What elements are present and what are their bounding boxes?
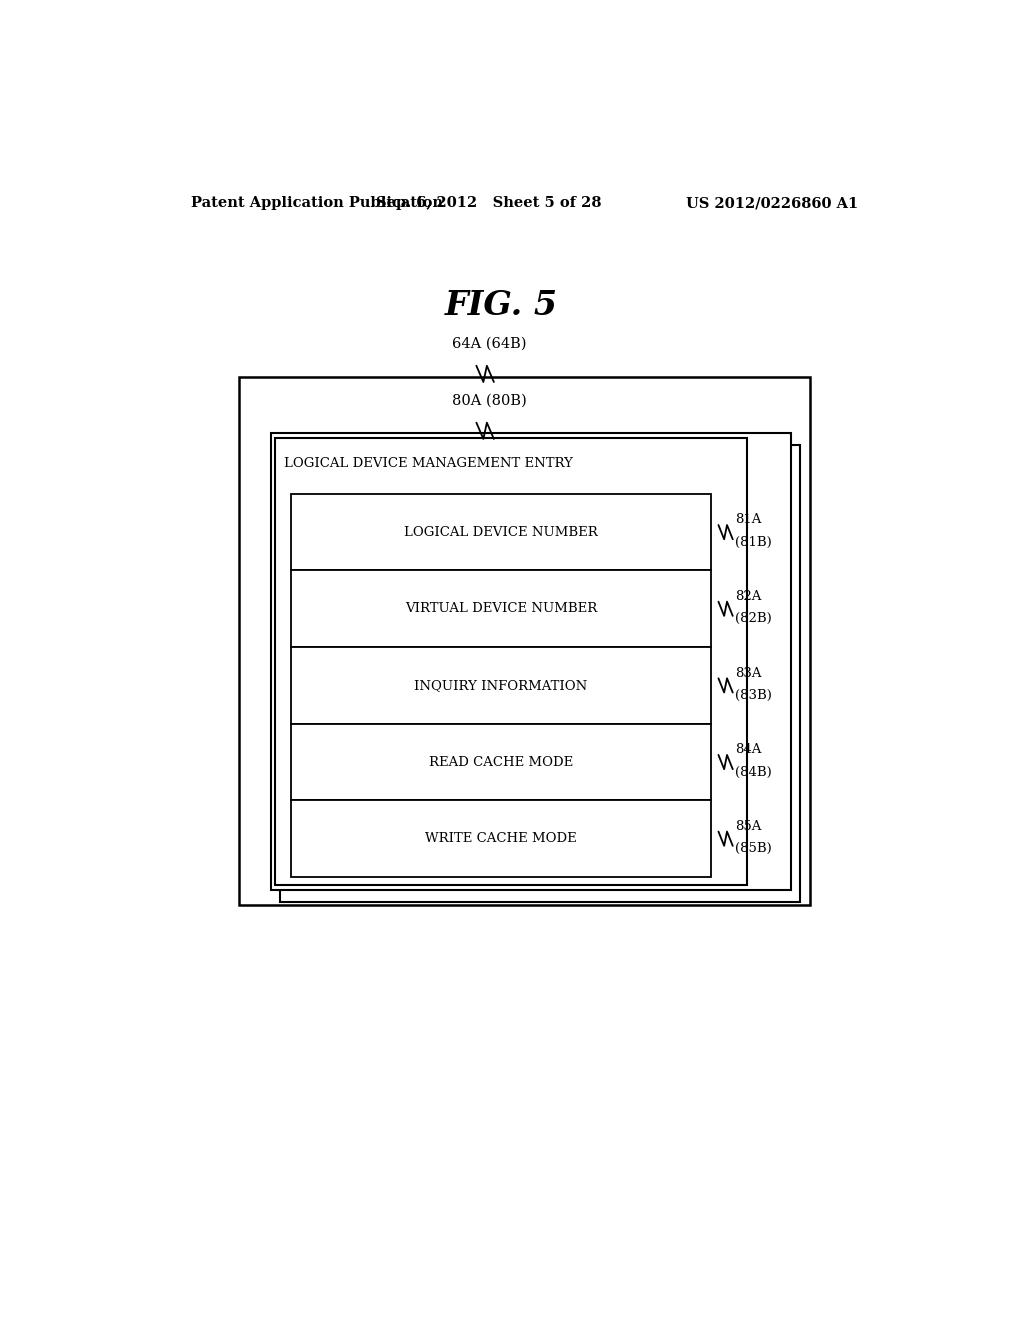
Bar — [291, 800, 712, 876]
Bar — [291, 647, 712, 723]
Text: READ CACHE MODE: READ CACHE MODE — [429, 755, 573, 768]
Text: (84B): (84B) — [735, 766, 772, 779]
Text: VIRTUAL DEVICE NUMBER: VIRTUAL DEVICE NUMBER — [404, 602, 597, 615]
Text: 81A: 81A — [735, 513, 762, 527]
Text: US 2012/0226860 A1: US 2012/0226860 A1 — [686, 197, 858, 210]
Text: Sep. 6, 2012   Sheet 5 of 28: Sep. 6, 2012 Sheet 5 of 28 — [377, 197, 602, 210]
Bar — [270, 433, 791, 890]
Bar — [291, 494, 712, 570]
Text: INQUIRY INFORMATION: INQUIRY INFORMATION — [415, 678, 588, 692]
Text: LOGICAL DEVICE NUMBER: LOGICAL DEVICE NUMBER — [404, 525, 598, 539]
Text: 64A (64B): 64A (64B) — [452, 337, 526, 350]
Bar — [291, 570, 712, 647]
Bar — [240, 378, 811, 906]
Text: WRITE CACHE MODE: WRITE CACHE MODE — [425, 832, 577, 845]
Text: 80A (80B): 80A (80B) — [452, 393, 526, 408]
Text: 82A: 82A — [735, 590, 762, 603]
Bar — [291, 723, 712, 800]
Text: 84A: 84A — [735, 743, 762, 756]
Text: LOGICAL DEVICE MANAGEMENT ENTRY: LOGICAL DEVICE MANAGEMENT ENTRY — [285, 457, 573, 470]
Text: 85A: 85A — [735, 820, 762, 833]
Text: (82B): (82B) — [735, 612, 772, 626]
Text: FIG. 5: FIG. 5 — [444, 289, 557, 322]
Text: 83A: 83A — [735, 667, 762, 680]
Bar — [281, 445, 800, 903]
Text: (85B): (85B) — [735, 842, 772, 855]
Bar — [274, 438, 748, 886]
Text: (83B): (83B) — [735, 689, 772, 702]
Text: Patent Application Publication: Patent Application Publication — [191, 197, 443, 210]
Text: (81B): (81B) — [735, 536, 772, 549]
